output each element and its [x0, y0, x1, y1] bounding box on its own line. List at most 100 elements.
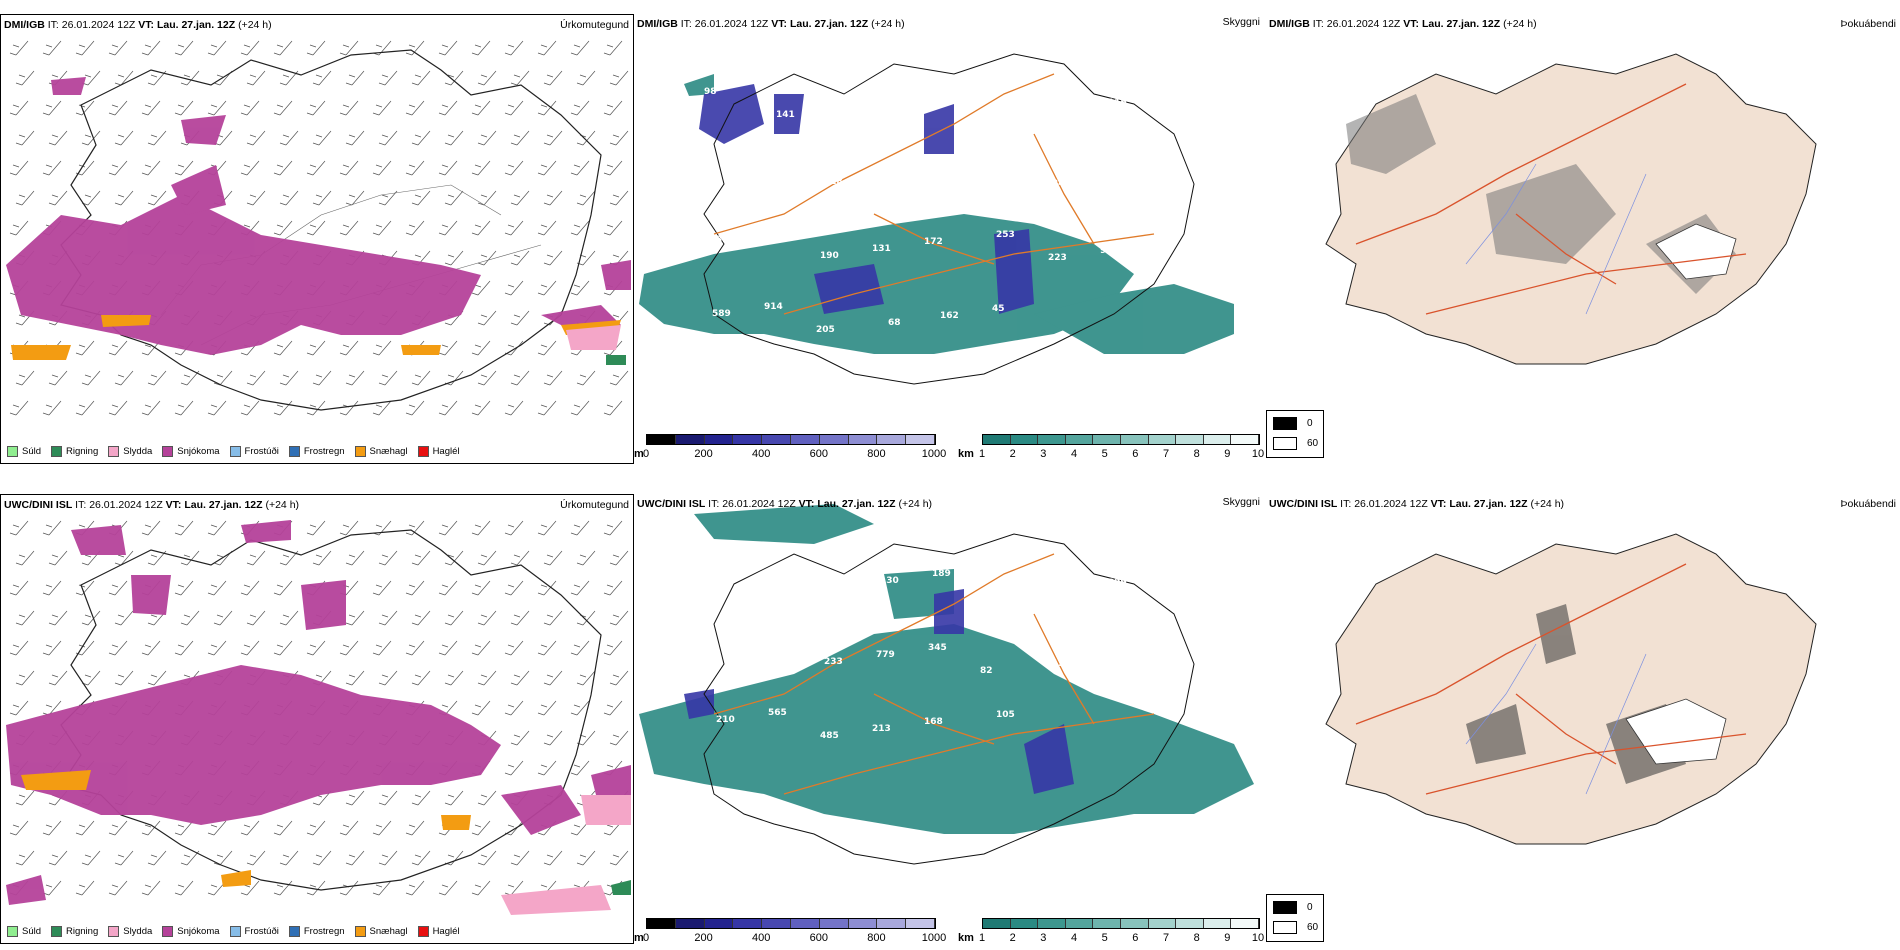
- wind-barb: [174, 580, 194, 596]
- wind-barb: [108, 40, 128, 56]
- cloud-base-label: 342: [1052, 179, 1071, 189]
- wind-barb: [312, 190, 332, 206]
- cloud-base-label: 156: [1052, 659, 1071, 669]
- vt-value: Lau. 27.jan. 12Z: [184, 499, 263, 511]
- it-value: 26.01.2024 12Z: [1326, 18, 1401, 30]
- wind-barb: [75, 340, 95, 356]
- wind-barb: [372, 340, 392, 356]
- wind-barb: [537, 280, 557, 296]
- wind-barb: [372, 400, 392, 416]
- wind-barb: [273, 220, 293, 236]
- legend-label: Snjókoma: [177, 446, 220, 457]
- legend-swatch: [288, 446, 300, 457]
- legend-label: Frostúði: [244, 446, 279, 457]
- wind-barb: [339, 520, 359, 536]
- wind-barb: [570, 760, 590, 776]
- cloud-base-label: 914: [764, 302, 783, 312]
- legend-swatch: [354, 926, 366, 937]
- legend-label: Haglél: [432, 926, 460, 937]
- legend-label: Rigning: [66, 926, 99, 937]
- wind-barb: [504, 880, 524, 896]
- wind-barb: [471, 340, 491, 356]
- fog-panel-bottom: UWC/DINI ISL IT: 26.01.2024 12Z VT: Lau.…: [1266, 494, 1900, 944]
- wind-barb: [42, 580, 62, 596]
- ceiling-colorbar: m 0 200 400 600 800 1000: [634, 918, 946, 944]
- wind-barb: [114, 130, 134, 146]
- wind-barb: [603, 160, 623, 176]
- cloud-base-label: 87: [876, 170, 889, 180]
- colorbar-strip: [646, 434, 936, 445]
- model-name: UWC/DINI ISL: [637, 498, 706, 510]
- cloud-base-label: 131: [1104, 652, 1123, 662]
- wind-barb: [570, 400, 590, 416]
- cloud-base-label: 168: [924, 717, 943, 727]
- wind-barb: [543, 250, 563, 266]
- wind-barb: [603, 400, 623, 416]
- cloud-panel-top: DMI/IGB IT: 26.01.2024 12Z VT: Lau. 27.j…: [634, 14, 1266, 464]
- colorbar-segment: [733, 919, 763, 928]
- cloud-base-label: 565: [768, 708, 787, 718]
- wind-barb: [477, 70, 497, 86]
- ceiling-colorbar: m 0 200 400 600 800 1000: [634, 434, 946, 464]
- colorbar-segment: [1231, 919, 1259, 928]
- colorbar-segment: [983, 435, 1011, 444]
- colorbar-tick: 10: [1251, 932, 1265, 944]
- colorbar-segment: [819, 919, 849, 928]
- colorbar-segment: [704, 919, 734, 928]
- wind-barb: [471, 700, 491, 716]
- wind-barb: [570, 640, 590, 656]
- fog-legend-swatch: [1273, 921, 1297, 934]
- wind-barb: [510, 370, 530, 386]
- wind-barb: [81, 190, 101, 206]
- wind-barb: [240, 820, 260, 836]
- legend-swatch: [354, 446, 366, 457]
- wind-barb: [504, 400, 524, 416]
- wind-barb: [9, 220, 29, 236]
- legend-item: Frostúði: [229, 926, 279, 937]
- colorbar-tick: 200: [694, 932, 713, 944]
- cloud-base-label: 116: [984, 112, 1003, 122]
- wind-barb: [510, 610, 530, 626]
- colorbar-segment: [1120, 435, 1149, 444]
- wind-barb: [207, 100, 227, 116]
- colorbar-tick: 2: [1009, 448, 1016, 460]
- visibility-colorbar: km 1 2 3 4 5 6 7 8 9 10: [958, 434, 1264, 464]
- colorbar-tick: 1000: [921, 448, 947, 460]
- colorbar-tick: 8: [1193, 448, 1200, 460]
- legend-swatch: [51, 446, 63, 457]
- colorbar-segment: [1203, 919, 1232, 928]
- wind-barb: [504, 100, 524, 116]
- cloud-base-label: 131: [872, 244, 891, 254]
- fog-legend-swatch: [1273, 437, 1297, 450]
- fog-legend-swatch: [1273, 417, 1297, 430]
- colorbar-tick: 600: [809, 448, 828, 460]
- wind-barb: [339, 220, 359, 236]
- wind-barb: [42, 160, 62, 176]
- wind-barb: [609, 190, 629, 206]
- colorbar-tick: 5: [1101, 448, 1108, 460]
- wind-barb: [306, 820, 326, 836]
- wind-barb: [372, 100, 392, 116]
- colorbar-segment: [877, 435, 907, 444]
- wind-barb: [345, 610, 365, 626]
- cloud-base-label: 779: [876, 650, 895, 660]
- legend-item: Haglél: [417, 926, 460, 937]
- vt-label: VT:: [771, 18, 788, 30]
- colorbar-tick: 4: [1070, 932, 1078, 944]
- wind-barb: [576, 70, 596, 86]
- wind-barb: [570, 520, 590, 536]
- wind-barb: [108, 580, 128, 596]
- legend-item: Slydda: [108, 926, 152, 937]
- wind-barb: [213, 610, 233, 626]
- wind-barb: [108, 640, 128, 656]
- colorbar-segment: [790, 435, 820, 444]
- cloud-map: 670 138 77 130 189 269 234 229 175 193 233 779 345 82…: [639, 504, 1254, 865]
- wind-barb: [141, 160, 161, 176]
- panel-name: Úrkomutegund: [560, 499, 629, 511]
- cloud-base-label: 68: [888, 318, 901, 328]
- wind-barb: [543, 130, 563, 146]
- wind-barb: [372, 640, 392, 656]
- wind-barb: [609, 610, 629, 626]
- wind-barb: [444, 130, 464, 146]
- wind-barb: [471, 100, 491, 116]
